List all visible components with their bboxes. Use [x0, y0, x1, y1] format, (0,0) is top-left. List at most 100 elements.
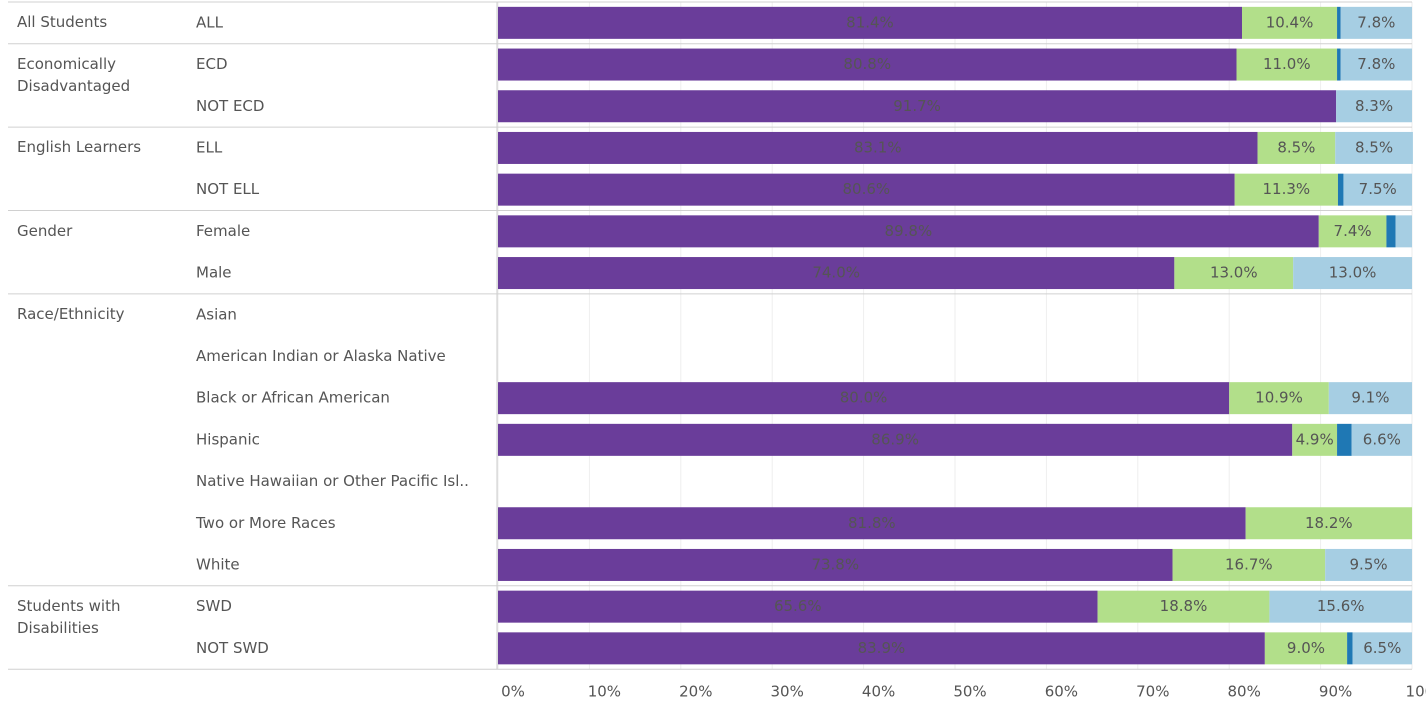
category-label: Asian	[196, 305, 237, 323]
bar-segment	[498, 48, 1237, 81]
bar-segment	[1325, 548, 1412, 581]
value-label: 9.0%	[1287, 639, 1325, 657]
bar-segment	[1257, 131, 1336, 164]
bar-segment	[498, 173, 1235, 206]
value-label: 16.7%	[1225, 555, 1273, 573]
value-label: 89.8%	[885, 222, 933, 240]
bar-segment	[498, 423, 1293, 456]
value-label: 80.0%	[840, 389, 888, 407]
bar-segment	[498, 632, 1265, 665]
value-label: 7.5%	[1359, 180, 1397, 198]
x-tick-label: 60%	[1045, 683, 1078, 701]
bar-segment	[1097, 590, 1270, 623]
value-label: 83.1%	[854, 138, 902, 156]
value-label: 10.4%	[1266, 13, 1314, 31]
category-label: White	[196, 555, 240, 573]
value-label: 9.1%	[1351, 389, 1389, 407]
value-label: 10.9%	[1255, 389, 1303, 407]
bar-segment	[1234, 173, 1338, 206]
x-tick-label: 40%	[862, 683, 895, 701]
category-label: American Indian or Alaska Native	[196, 347, 446, 365]
bar-segment	[498, 590, 1098, 623]
value-label: 83.9%	[858, 639, 906, 657]
bar-segment	[1174, 257, 1294, 290]
category-label: Male	[196, 264, 232, 282]
group-label: Race/Ethnicity	[17, 304, 125, 323]
bar-segment	[1245, 507, 1412, 540]
bar-segment	[498, 215, 1319, 248]
value-label: 86.9%	[871, 430, 919, 448]
bar-segment	[498, 257, 1175, 290]
group-label: All Students	[17, 13, 108, 31]
value-label: 11.3%	[1262, 180, 1310, 198]
value-label: 13.0%	[1329, 264, 1377, 282]
category-label: ALL	[196, 13, 224, 31]
bar-segment	[1269, 590, 1412, 623]
value-label: 80.8%	[843, 55, 891, 73]
bar-segment	[1337, 48, 1341, 81]
value-label: 18.2%	[1305, 514, 1353, 532]
bar-segment	[1386, 215, 1396, 248]
x-tick-label: 0%	[501, 683, 525, 701]
bar-segment	[498, 6, 1242, 39]
category-label: Female	[196, 222, 250, 240]
value-label: 4.9%	[1296, 430, 1334, 448]
category-label: NOT ECD	[196, 97, 264, 115]
x-tick-label: 80%	[1228, 683, 1261, 701]
bar-segment	[498, 507, 1246, 540]
value-label: 8.5%	[1277, 138, 1315, 156]
category-label: ECD	[196, 55, 228, 73]
value-label: 7.8%	[1357, 13, 1395, 31]
bar-segment	[1336, 90, 1412, 123]
bar-segment	[498, 90, 1337, 123]
value-label: 81.8%	[848, 514, 896, 532]
value-label: 15.6%	[1317, 597, 1365, 615]
value-label: 6.6%	[1363, 430, 1401, 448]
category-label: NOT ELL	[196, 180, 260, 198]
category-label: ELL	[196, 138, 223, 156]
category-label: Black or African American	[196, 389, 390, 407]
bar-segment	[1395, 215, 1412, 248]
bar-segment	[498, 382, 1230, 415]
value-label: 11.0%	[1263, 55, 1311, 73]
value-label: 80.6%	[843, 180, 891, 198]
value-label: 18.8%	[1160, 597, 1208, 615]
x-tick-label: 90%	[1319, 683, 1352, 701]
x-tick-label: 100%	[1406, 683, 1426, 701]
x-tick-label: 20%	[679, 683, 712, 701]
bar-segment	[1292, 423, 1338, 456]
bar-segment	[1264, 632, 1348, 665]
bar-segment	[1347, 632, 1353, 665]
group-label: Gender	[17, 221, 73, 240]
bar-segment	[1318, 215, 1387, 248]
category-label: NOT SWD	[196, 639, 269, 657]
bar-segment	[1236, 48, 1338, 81]
bar-segment	[1337, 6, 1341, 39]
x-tick-label: 10%	[588, 683, 621, 701]
bar-segment	[1351, 423, 1412, 456]
group-label: English Learners	[17, 138, 142, 157]
bar-segment	[1328, 382, 1412, 415]
value-label: 6.5%	[1363, 639, 1401, 657]
bar-segment	[1343, 173, 1412, 206]
bar-segment	[1229, 382, 1329, 415]
bar-segment	[1337, 423, 1352, 456]
bar-segment	[498, 548, 1173, 581]
value-label: 13.0%	[1210, 264, 1258, 282]
category-label: Native Hawaiian or Other Pacific Isl..	[196, 472, 469, 490]
value-label: 9.5%	[1350, 555, 1388, 573]
value-label: 7.4%	[1334, 222, 1372, 240]
bar-segment	[1335, 131, 1413, 164]
value-label: 8.5%	[1355, 138, 1393, 156]
bar-segment	[1337, 173, 1344, 206]
category-label: SWD	[196, 597, 232, 615]
bar-segment	[1352, 632, 1412, 665]
value-label: 81.4%	[846, 13, 894, 31]
x-tick-label: 30%	[771, 683, 804, 701]
bar-segment	[1340, 48, 1412, 81]
value-label: 8.3%	[1355, 97, 1393, 115]
bar-segment	[1172, 548, 1326, 581]
bar-segment	[1293, 257, 1412, 290]
